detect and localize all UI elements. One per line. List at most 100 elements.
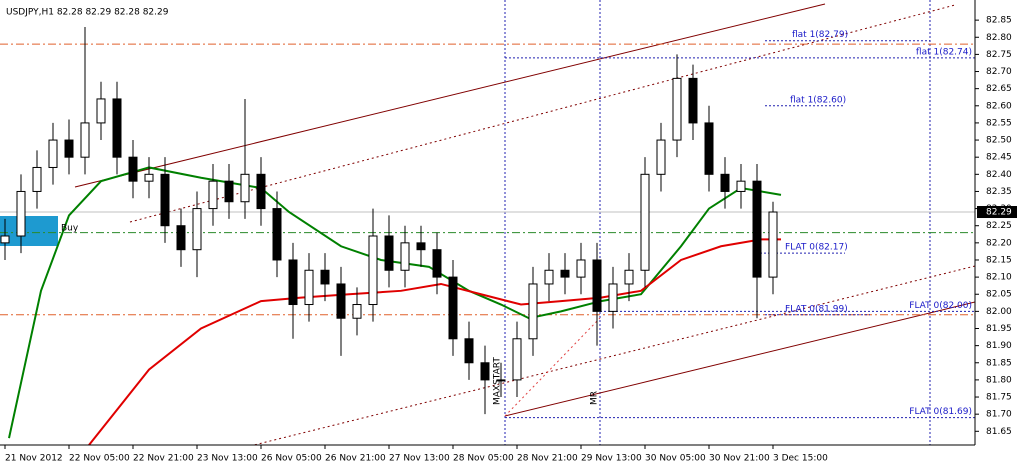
level-label: FLAT 0(82.17)	[785, 243, 848, 253]
candle-body	[96, 98, 106, 124]
x-tick-label: 29 Nov 13:00	[581, 454, 642, 464]
candle-body	[336, 283, 346, 319]
x-tick-label: 30 Nov 21:00	[709, 454, 770, 464]
candle-body	[240, 173, 250, 203]
candle-body	[656, 139, 666, 175]
candle-body	[352, 304, 362, 319]
price-tag-label: 82.29	[986, 208, 1012, 218]
y-tick-label: 81.85	[986, 358, 1012, 368]
candle-body	[208, 180, 218, 210]
y-tick-label: 81.95	[986, 324, 1012, 334]
x-tick-label: 28 Nov 05:00	[453, 454, 514, 464]
candle-body	[368, 235, 378, 306]
y-tick-label: 82.15	[986, 255, 1012, 265]
candle-body	[160, 173, 170, 227]
candle-body	[32, 166, 42, 192]
y-tick-label: 81.90	[986, 341, 1012, 351]
trend-line	[74, 3, 826, 188]
candle-body	[64, 139, 74, 158]
candle-body	[224, 180, 234, 203]
y-tick-label: 81.65	[986, 427, 1012, 437]
x-tick-label: 26 Nov 05:00	[261, 454, 322, 464]
candle-body	[144, 173, 154, 182]
y-tick-label: 82.65	[986, 84, 1012, 94]
level-label: flat 1(82.60)	[790, 95, 846, 105]
level-label: FLAT 0(81.69)	[909, 407, 972, 417]
candle-body	[80, 122, 90, 158]
annotation: MAXSTART	[493, 357, 503, 405]
candle-body	[400, 242, 410, 271]
x-tick-label: 26 Nov 21:00	[325, 454, 386, 464]
y-tick-label: 81.80	[986, 375, 1012, 385]
candle-body	[112, 98, 122, 158]
candle-body	[544, 269, 554, 285]
x-tick-label: 28 Nov 21:00	[517, 454, 578, 464]
candle-body	[448, 276, 458, 340]
candle-body	[480, 362, 490, 381]
candle-body	[496, 379, 506, 382]
candle-body	[768, 211, 778, 278]
candle-body	[272, 208, 282, 261]
candle-body	[512, 338, 522, 381]
y-tick-label: 82.35	[986, 187, 1012, 197]
y-tick-label: 82.10	[986, 273, 1012, 283]
candle-body	[672, 77, 682, 141]
y-tick-label: 82.20	[986, 238, 1012, 248]
candle-body	[48, 139, 58, 168]
x-tick-label: 22 Nov 05:00	[69, 454, 130, 464]
y-tick-label: 82.60	[986, 101, 1012, 111]
trend-line	[504, 301, 975, 417]
candle-body	[464, 338, 474, 364]
candle-body	[608, 283, 618, 312]
candle-body	[0, 235, 10, 244]
y-tick-label: 82.50	[986, 136, 1012, 146]
x-tick-label: 23 Nov 13:00	[197, 454, 258, 464]
candle-body	[192, 208, 202, 251]
x-tick-label: 3 Dec 15:00	[773, 454, 828, 464]
y-tick-label: 82.05	[986, 290, 1012, 300]
level-label: FLAT 0(81.99)	[785, 304, 848, 314]
x-tick-label: 30 Nov 05:00	[645, 454, 706, 464]
candle-body	[576, 259, 586, 278]
annotation: Buy	[61, 224, 79, 234]
level-label: FLAT 0(82.00)	[909, 301, 972, 311]
candle-body	[624, 269, 634, 285]
y-tick-label: 82.45	[986, 153, 1012, 163]
moving-average	[8, 166, 782, 439]
y-tick-label: 82.00	[986, 307, 1012, 317]
level-label: flat 1(82.79)	[792, 30, 848, 40]
annotation: MR	[590, 391, 600, 405]
candle-body	[128, 156, 138, 182]
candle-body	[416, 242, 426, 251]
candle-body	[736, 180, 746, 192]
y-tick-label: 82.80	[986, 33, 1012, 43]
y-tick-label: 82.25	[986, 221, 1012, 231]
y-tick-label: 82.85	[986, 16, 1012, 26]
candle-body	[720, 173, 730, 192]
candle-body	[384, 235, 394, 271]
x-tick-label: 22 Nov 21:00	[133, 454, 194, 464]
candle-body	[320, 269, 330, 285]
candle-body	[704, 122, 714, 175]
moving-average	[88, 238, 781, 445]
candle-body	[528, 283, 538, 340]
candle-body	[16, 190, 26, 237]
x-tick-label: 21 Nov 2012	[5, 454, 63, 464]
chart-title: USDJPY,H1 82.28 82.29 82.28 82.29	[6, 8, 169, 18]
candle-body	[560, 269, 570, 278]
y-tick-label: 81.75	[986, 393, 1012, 403]
candle-body	[688, 77, 698, 124]
y-tick-label: 82.70	[986, 67, 1012, 77]
plot-area: flat 1(82.79) flat 1(82.74) flat 1(82.60) F…	[0, 0, 975, 445]
x-tick-label: 27 Nov 13:00	[389, 454, 450, 464]
buy-box	[0, 216, 58, 246]
y-tick-label: 81.70	[986, 410, 1012, 420]
price-tag	[977, 206, 1017, 219]
y-tick-label: 82.40	[986, 170, 1012, 180]
candle-body	[752, 180, 762, 278]
candle-body	[432, 249, 442, 278]
candle-body	[256, 173, 266, 210]
y-tick-label: 82.55	[986, 118, 1012, 128]
